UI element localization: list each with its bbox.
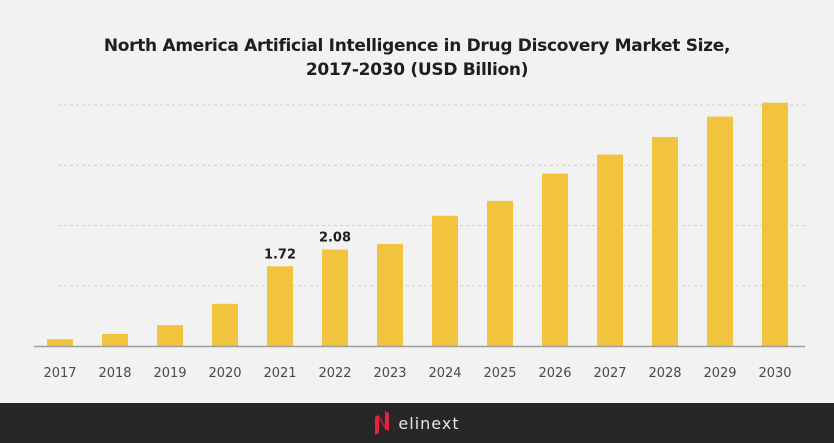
x-tick-label: 2028: [648, 366, 681, 381]
bar-2025: [487, 200, 513, 346]
data-label-2022: 2.08: [319, 231, 351, 246]
bar-2024: [432, 215, 458, 346]
bar-2028: [652, 136, 678, 346]
brand-name: elinext: [398, 413, 460, 433]
x-tick-label: 2018: [98, 366, 131, 381]
x-tick-label: 2026: [538, 366, 571, 381]
x-tick-label: 2017: [43, 366, 76, 381]
x-tick-label: 2019: [153, 366, 186, 381]
x-tick-label: 2023: [373, 366, 406, 381]
chart-title: North America Artificial Intelligence in…: [0, 34, 834, 82]
elinext-logo-icon: [375, 411, 390, 435]
chart-title-line2: 2017-2030 (USD Billion): [305, 60, 529, 80]
bar-2027: [597, 154, 623, 346]
chart-title-line1: North America Artificial Intelligence in…: [103, 36, 731, 56]
bar-2017: [47, 339, 73, 346]
bar-2018: [102, 333, 128, 346]
x-tick-label: 2022: [318, 366, 351, 381]
x-tick-label: 2030: [758, 366, 791, 381]
bar-2019: [157, 325, 183, 346]
x-tick-label: 2029: [703, 366, 736, 381]
x-tick-label: 2020: [208, 366, 241, 381]
bar-2021: [267, 266, 293, 346]
x-tick-label: 2027: [593, 366, 626, 381]
x-tick-label: 2025: [483, 366, 516, 381]
bar-2022: [322, 249, 348, 346]
x-tick-label: 2024: [428, 366, 461, 381]
bar-2026: [542, 173, 568, 346]
bar-2030: [762, 102, 788, 346]
bar-2029: [707, 116, 733, 346]
brand-logo[interactable]: elinext: [374, 411, 459, 435]
data-label-2021: 1.72: [264, 247, 296, 262]
bar-2023: [377, 244, 403, 346]
footer-bar: elinext: [0, 403, 834, 443]
x-tick-label: 2021: [263, 366, 296, 381]
bar-2020: [212, 303, 238, 346]
bar-chart: 2017 2018 2019 2020 2021 1.72 2022 2.08 2023 2024…: [34, 102, 805, 381]
